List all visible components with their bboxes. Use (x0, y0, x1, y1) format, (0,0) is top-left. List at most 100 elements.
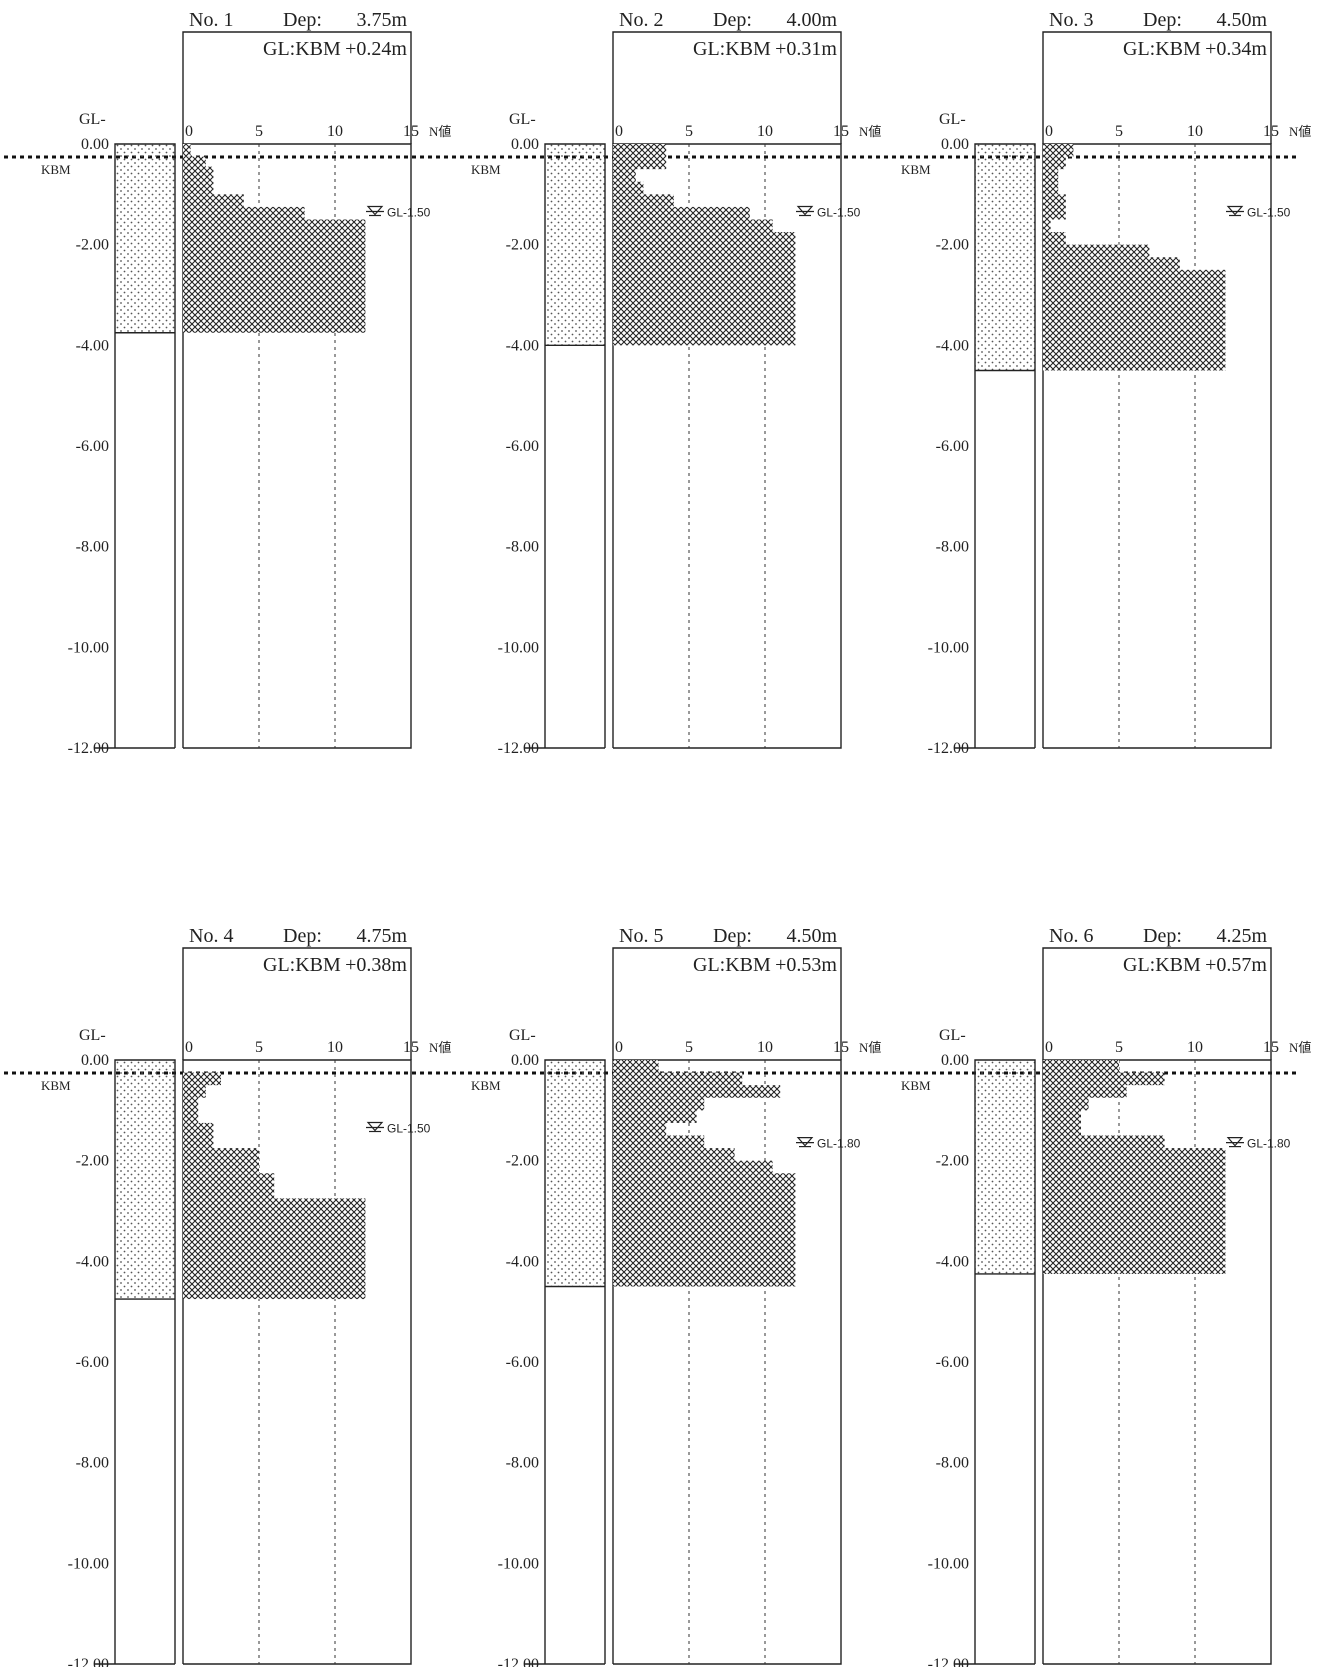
gl-kbm-label: GL:KBM (263, 38, 341, 60)
groundwater-icon (796, 205, 814, 216)
n-value-bar (1043, 1148, 1226, 1274)
depth-label: GL- (939, 1027, 966, 1044)
n-value-bar (183, 219, 366, 333)
groundwater-label: GL-1.80 (1247, 1137, 1291, 1151)
n-tick-label: 5 (685, 123, 693, 140)
depth-tick-label: -6.00 (76, 1354, 109, 1371)
n-value-bar (1043, 257, 1180, 270)
depth-tick-label: -2.00 (506, 237, 539, 254)
n-value-bar (1043, 219, 1051, 233)
depth-column-frame (544, 143, 606, 748)
n-value-bar (1043, 169, 1059, 195)
gl-kbm-value: +0.24m (345, 38, 407, 60)
groundwater-label: GL-1.80 (817, 1137, 861, 1151)
n-axis-label: N値 (1289, 124, 1311, 139)
n-tick-label: 0 (1045, 123, 1053, 140)
kbm-label: KBM (41, 162, 71, 177)
header-frame (612, 31, 842, 144)
gl-kbm-value: +0.31m (775, 38, 837, 60)
n-value-bar (613, 1072, 743, 1086)
depth-tick-label: -12.00 (928, 1656, 969, 1667)
n-axis-label: N値 (859, 1040, 881, 1055)
depth-tick-label: -4.00 (936, 337, 969, 354)
gl-kbm-label: GL:KBM (693, 954, 771, 976)
depth-tick-label: -8.00 (506, 1455, 539, 1472)
n-value-bar (1043, 1122, 1081, 1136)
depth-tick-label: -2.00 (76, 1153, 109, 1170)
n-value-bar (1043, 1072, 1165, 1086)
groundwater-icon (796, 1137, 814, 1147)
n-value-bar (613, 194, 674, 207)
depth-tick-label: -2.00 (936, 237, 969, 254)
depth-tick-label: -10.00 (68, 639, 109, 656)
depth-tick-label: -12.00 (498, 740, 539, 757)
depth-tick-label: -10.00 (498, 1555, 539, 1572)
depth-tick-label: -10.00 (928, 639, 969, 656)
depth-tick-label: -4.00 (76, 1253, 109, 1270)
kbm-label: KBM (471, 1078, 501, 1093)
dep-label: Dep: (1143, 9, 1182, 31)
gl-kbm-value: +0.57m (1205, 954, 1267, 976)
n-value-bar (1043, 269, 1226, 371)
penetrated-column (975, 1060, 1035, 1274)
n-tick-label: 15 (1263, 1039, 1279, 1056)
n-value-bar (183, 1148, 259, 1174)
panel-4: No. 4 Dep: 4.75m GL:KBM +0.38m 0 5 10 15 N値 GL- KBM… (41, 925, 451, 1667)
n-tick-label: 15 (833, 123, 849, 140)
kbm-label: KBM (41, 1078, 71, 1093)
n-value-bar (613, 1060, 659, 1073)
n-value-bar (613, 1085, 781, 1098)
n-value-bar (183, 156, 206, 167)
depth-tick-label: -2.00 (936, 1153, 969, 1170)
n-tick-label: 15 (403, 1039, 419, 1056)
depth-column-frame (544, 1059, 606, 1664)
n-tick-label: 5 (255, 123, 263, 140)
depth-label: GL- (79, 111, 106, 128)
panel-2: No. 2 Dep: 4.00m GL:KBM +0.31m 0 5 10 15 N値 GL- KBM… (471, 9, 881, 757)
header-frame (612, 947, 842, 1060)
n-value-bar (613, 219, 773, 233)
n-value-bar (613, 1160, 773, 1174)
n-tick-label: 0 (185, 123, 193, 140)
n-value-bar (613, 206, 750, 220)
depth-tick-label: -10.00 (68, 1555, 109, 1572)
n-tick-label: 0 (615, 1039, 623, 1056)
n-tick-label: 10 (327, 1039, 343, 1056)
penetrated-column (545, 144, 605, 346)
n-axis-label: N値 (429, 124, 451, 139)
n-value-bar (613, 1097, 705, 1111)
depth-tick-label: 0.00 (941, 1052, 969, 1069)
dep-value: 4.25m (1216, 925, 1267, 947)
depth-tick-label: 0.00 (81, 1052, 109, 1069)
depth-tick-label: 0.00 (511, 1052, 539, 1069)
depth-label: GL- (79, 1027, 106, 1044)
depth-tick-label: -8.00 (76, 539, 109, 556)
depth-tick-label: -8.00 (936, 539, 969, 556)
n-tick-label: 5 (1115, 123, 1123, 140)
n-value-bar (613, 1173, 796, 1287)
n-axis-label: N値 (1289, 1040, 1311, 1055)
n-value-bar (613, 181, 644, 195)
depth-tick-label: -12.00 (928, 740, 969, 757)
n-tick-label: 5 (255, 1039, 263, 1056)
depth-tick-label: -12.00 (68, 740, 109, 757)
n-tick-label: 15 (833, 1039, 849, 1056)
n-value-bar (183, 1198, 366, 1300)
n-tick-label: 0 (185, 1039, 193, 1056)
groundwater-label: GL-1.50 (1247, 206, 1291, 220)
borehole-no: No. 5 (619, 925, 663, 947)
n-value-bar (183, 206, 305, 220)
depth-label: GL- (509, 111, 536, 128)
depth-column-frame (974, 1059, 1036, 1664)
dep-label: Dep: (283, 9, 322, 31)
depth-column-frame (114, 1059, 176, 1664)
depth-tick-label: -6.00 (936, 438, 969, 455)
n-tick-label: 0 (615, 123, 623, 140)
n-value-bar (613, 1135, 705, 1149)
gl-kbm-label: GL:KBM (1123, 38, 1201, 60)
dep-label: Dep: (283, 925, 322, 947)
groundwater-icon (366, 1121, 384, 1132)
borehole-no: No. 2 (619, 9, 663, 31)
n-value-bar (1043, 232, 1066, 245)
